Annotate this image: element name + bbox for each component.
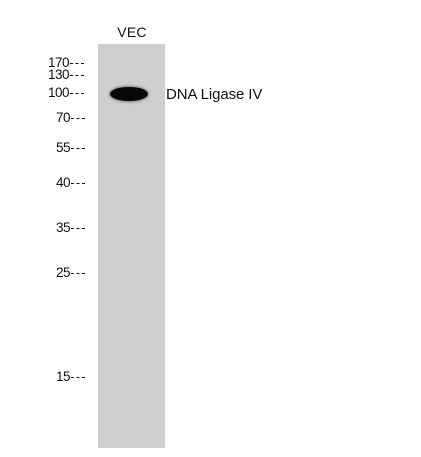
marker-170: 170 [48,56,85,70]
lane-label: VEC [117,24,147,40]
marker-25: 25 [50,266,85,280]
marker-tick [71,117,85,119]
marker-130: 130 [48,68,85,82]
marker-tick [71,272,85,274]
marker-55: 55 [50,141,85,155]
marker-35: 35 [50,221,85,235]
marker-tick [71,147,85,149]
marker-70: 70 [50,111,85,125]
marker-tick [70,62,85,64]
band-label: DNA Ligase IV [166,86,263,103]
marker-tick [71,227,85,229]
blot-lane [98,44,165,448]
marker-tick [70,74,85,76]
marker-tick [71,182,85,184]
marker-tick [70,92,85,94]
protein-band [110,87,148,101]
marker-tick [71,376,85,378]
marker-40: 40 [50,176,85,190]
marker-15: 15 [50,370,85,384]
marker-100: 100 [48,86,85,100]
